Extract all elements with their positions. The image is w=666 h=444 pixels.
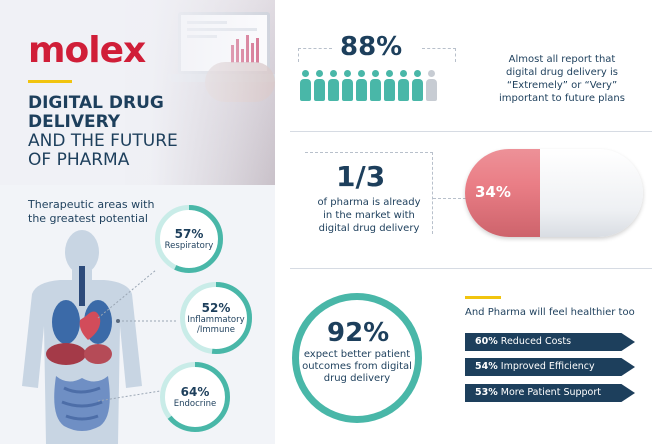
stat-88-text: Almost all report that digital drug deli… [487,53,637,105]
title-line: DELIVERY [28,112,121,132]
area-percent: 52% [201,301,231,315]
dashed-bracket [305,152,433,234]
text-line: expect better patient [303,349,411,360]
benefit-label: More Patient Support [500,387,602,398]
section-divider [290,268,652,269]
text-line: of pharma is already [317,197,421,208]
stat-92-text: expect better patient outcomes from digi… [296,349,418,385]
page-title-light: AND THE FUTURE OF PHARMA [28,132,178,170]
area-label: Respiratory [164,241,214,251]
benefit-percent: 60% [475,336,498,347]
title-line: AND THE FUTURE [28,131,178,151]
hero-fade [0,0,275,185]
ring-progress [180,282,252,354]
benefit-arrow: 60% Reduced Costs [465,333,635,351]
person-icon [356,70,367,102]
pill-percent: 34% [475,183,511,201]
section-divider [290,131,652,132]
person-icon [412,70,423,102]
benefit-percent: 54% [475,361,498,372]
pill-red-half [465,149,540,237]
area-label: Endocrine [173,399,217,409]
area-label: /Immune [197,325,235,335]
benefit-percent: 53% [475,387,498,398]
text-line: digital drug delivery [318,223,420,234]
text-line: important to future plans [499,93,625,104]
title-line: the greatest potential [28,212,148,225]
benefit-label: Reduced Costs [500,336,572,347]
person-icon [314,70,325,102]
human-body-icon [22,230,178,444]
text-line: drug delivery [323,373,391,384]
area-percent: 64% [180,385,210,399]
area-label: Inflammatory [187,315,245,325]
therapeutic-title: Therapeutic areas with the greatest pote… [28,198,154,226]
respiratory-ring: 57% Respiratory [155,205,223,273]
gold-divider [465,296,501,299]
text-line: “Extremely” or “Very” [506,80,618,91]
title-line: OF PHARMA [28,150,130,170]
person-icon [384,70,395,102]
outcome-ring [292,293,422,423]
pill-icon: 34% [465,149,643,237]
stat-13-value: 1/3 [336,160,386,193]
stat-13-text: of pharma is already in the market with … [309,196,429,235]
dashed-connector [433,198,466,199]
dashed-bracket [422,48,456,62]
text-line: in the market with [323,210,415,221]
title-line: Therapeutic areas with [28,198,155,211]
text-line: Almost all report that [508,54,616,65]
benefit-label: Improved Efficiency [500,361,595,372]
benefit-arrow: 53% More Patient Support [465,384,635,402]
inflammatory-ring: 52% Inflammatory /Immune [180,282,252,354]
dashed-bracket [298,48,332,62]
text-line: digital drug delivery is [506,67,618,78]
people-icons [300,70,437,102]
pill-shading [465,149,540,237]
person-icon [342,70,353,102]
stat-92-value: 92% [327,318,390,348]
molex-logo: molex [28,30,146,71]
gold-divider [28,80,72,83]
person-icon [300,70,311,102]
ring-progress [160,362,230,432]
ring-progress [155,205,223,273]
hero-panel [0,0,275,185]
healthier-title: And Pharma will feel healthier too [465,307,635,318]
stat-88-value: 88% [340,32,403,62]
person-icon [426,70,437,102]
person-icon [398,70,409,102]
area-percent: 57% [174,227,204,241]
person-icon [328,70,339,102]
text-line: outcomes from digital [302,361,412,372]
pill-white-half [540,149,643,237]
page-title-bold: DIGITAL DRUG DELIVERY [28,94,164,132]
title-line: DIGITAL DRUG [28,93,164,113]
person-icon [370,70,381,102]
benefit-arrow: 54% Improved Efficiency [465,358,635,376]
endocrine-ring: 64% Endocrine [160,362,230,432]
